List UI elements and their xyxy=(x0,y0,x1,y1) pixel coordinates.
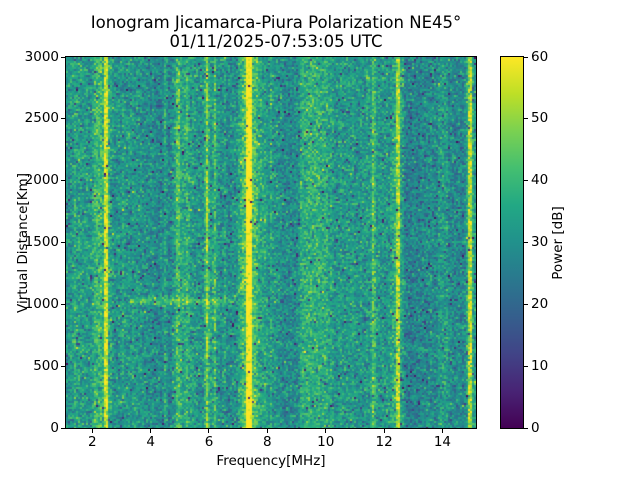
colorbar-gradient xyxy=(500,56,524,429)
y-tick-label: 1500 xyxy=(24,234,59,250)
x-tick-mark xyxy=(150,429,152,433)
colorbar-tick-mark xyxy=(524,365,528,367)
colorbar-tick-mark xyxy=(524,56,528,58)
x-axis-label: Frequency[MHz] xyxy=(216,453,326,469)
y-tick-mark xyxy=(61,303,65,305)
y-tick-label: 3000 xyxy=(24,48,59,65)
colorbar-tick-label: 10 xyxy=(531,357,549,374)
y-tick-label: 500 xyxy=(33,357,59,374)
y-tick-mark xyxy=(61,242,65,243)
colorbar-tick-label: 60 xyxy=(531,48,549,65)
y-tick-label: 0 xyxy=(50,419,59,436)
x-tick-mark xyxy=(266,429,268,433)
y-tick-mark xyxy=(61,118,65,120)
x-tick-mark xyxy=(208,429,210,433)
x-tick-label: 12 xyxy=(375,434,393,450)
plot-area xyxy=(65,56,477,429)
x-tick-mark xyxy=(91,429,93,433)
x-tick-mark xyxy=(441,429,443,433)
x-tick-label: 14 xyxy=(433,434,452,450)
y-tick-mark xyxy=(61,365,65,367)
colorbar-tick-mark xyxy=(524,427,528,429)
colorbar-tick-label: 0 xyxy=(531,419,540,436)
x-tick-mark xyxy=(383,429,385,433)
colorbar-tick-mark xyxy=(524,118,528,120)
chart-title-block: Ionogram Jicamarca-Piura Polarization NE… xyxy=(66,13,486,51)
ionogram-heatmap-canvas xyxy=(66,57,476,428)
colorbar-tick-label: 40 xyxy=(531,172,549,189)
chart-title: Ionogram Jicamarca-Piura Polarization NE… xyxy=(90,13,462,32)
colorbar-tick-mark xyxy=(524,303,528,305)
y-tick-label: 1000 xyxy=(24,295,59,312)
x-tick-label: 6 xyxy=(204,434,214,450)
x-tick-label: 4 xyxy=(146,434,155,450)
chart-subtitle: 01/11/2025-07:53:05 UTC xyxy=(169,32,383,51)
colorbar-tick-label: 50 xyxy=(531,110,549,127)
x-tick-label: 2 xyxy=(87,434,97,450)
y-tick-mark xyxy=(61,180,65,182)
y-tick-mark xyxy=(61,427,65,429)
y-tick-label: 2000 xyxy=(24,172,59,189)
colorbar-tick-mark xyxy=(524,180,528,182)
y-tick-mark xyxy=(61,56,65,58)
colorbar-tick-mark xyxy=(524,242,528,243)
colorbar-tick-label: 30 xyxy=(531,234,549,250)
x-tick-label: 10 xyxy=(317,434,335,450)
y-tick-label: 2500 xyxy=(24,110,59,127)
x-tick-label: 8 xyxy=(263,434,272,450)
colorbar-tick-label: 20 xyxy=(531,295,549,312)
x-tick-mark xyxy=(325,429,327,433)
